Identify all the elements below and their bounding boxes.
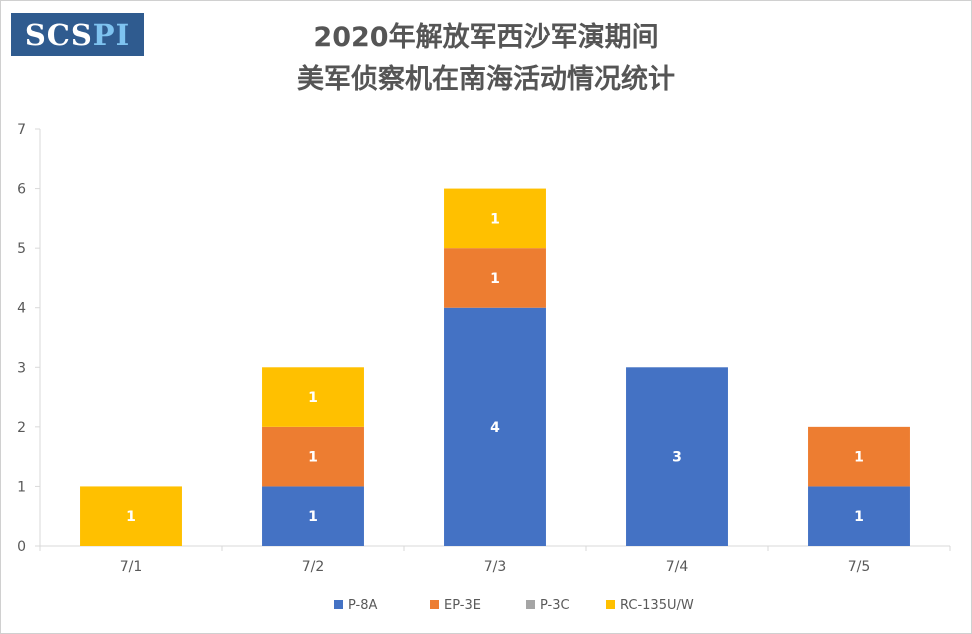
bar-p-8a-7-2 xyxy=(262,486,364,546)
y-tick-label: 4 xyxy=(17,301,26,317)
data-label: 1 xyxy=(308,450,318,466)
x-tick-label: 7/5 xyxy=(848,559,871,575)
bar-ep-3e-7-5 xyxy=(808,426,910,487)
data-label: 1 xyxy=(854,509,864,525)
data-label: 1 xyxy=(490,271,500,287)
y-tick-label: 6 xyxy=(17,182,26,198)
chart-title-line2: 美军侦察机在南海活动情况统计 xyxy=(297,64,675,95)
y-tick-label: 2 xyxy=(17,420,26,436)
data-label: 1 xyxy=(126,509,136,525)
chart-title: 2020年解放军西沙军演期间 美军侦察机在南海活动情况统计 xyxy=(151,17,821,101)
legend-swatch xyxy=(430,600,439,609)
bar-rc-135u-w-7-1 xyxy=(80,486,182,546)
x-tick-label: 7/2 xyxy=(302,559,325,575)
data-label: 3 xyxy=(672,450,682,466)
y-tick-label: 0 xyxy=(17,539,26,555)
x-tick-label: 7/3 xyxy=(484,559,507,575)
bar-ep-3e-7-2 xyxy=(262,426,364,487)
legend-label: P-3C xyxy=(540,598,570,613)
data-label: 4 xyxy=(490,420,500,436)
bar-p-8a-7-5 xyxy=(808,486,910,546)
bar-p-8a-7-4 xyxy=(626,367,728,546)
y-tick-label: 1 xyxy=(17,479,26,495)
legend-label: RC-135U/W xyxy=(620,598,694,613)
bar-rc-135u-w-7-2 xyxy=(262,367,364,427)
legend-label: EP-3E xyxy=(444,598,481,613)
chart-title-line1: 2020年解放军西沙军演期间 xyxy=(313,22,659,53)
data-label: 1 xyxy=(854,450,864,466)
bar-rc-135u-w-7-3 xyxy=(444,188,546,249)
scspi-logo: SCS PI xyxy=(11,13,144,56)
x-tick-label: 7/4 xyxy=(666,559,689,575)
data-label: 1 xyxy=(308,509,318,525)
bar-p-8a-7-3 xyxy=(444,307,546,546)
legend-swatch xyxy=(334,600,343,609)
logo-text-pi: PI xyxy=(92,17,131,52)
logo-text-scs: SCS xyxy=(24,17,93,52)
legend-swatch xyxy=(526,600,535,609)
legend-swatch xyxy=(606,600,615,609)
bar-ep-3e-7-3 xyxy=(444,248,546,308)
data-label: 1 xyxy=(308,390,318,406)
y-tick-label: 3 xyxy=(17,360,26,376)
y-tick-label: 7 xyxy=(17,122,26,138)
x-tick-label: 7/1 xyxy=(120,559,143,575)
legend-label: P-8A xyxy=(348,598,378,613)
y-tick-label: 5 xyxy=(17,241,26,257)
data-label: 1 xyxy=(490,211,500,227)
